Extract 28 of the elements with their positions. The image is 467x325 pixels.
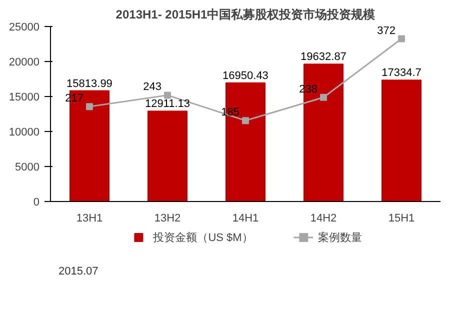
point [86,103,93,110]
x-tick-label: 13H1 [76,212,103,224]
x-tick-label: 15H1 [388,212,415,224]
text: 2015.07 [58,266,98,278]
data-label: 15813.99 [66,78,112,90]
legend-label: 投资金额（US $M） [153,230,253,244]
bar [148,110,188,202]
data-label: 243 [143,81,162,94]
point [398,35,405,42]
x-tick-label: 14H2 [310,212,337,224]
bar [382,80,422,202]
x-tick-label: 14H1 [232,212,259,224]
data-label: 19632.87 [300,51,346,64]
point [164,92,171,99]
point [242,117,249,124]
point [320,94,327,101]
legend-label: 案例数量 [318,230,362,244]
data-label: 17334.7 [382,67,422,80]
y-tick-label: 5000 [15,162,40,174]
y-tick-label: 20000 [8,56,40,68]
chart-title: 2013H1- 2015H1中国私募股权投资市场投资规模 [116,8,376,22]
y-tick-label: 15000 [8,92,40,104]
x-tick-label: 13H2 [154,212,181,224]
data-label: 12911.13 [144,98,190,110]
y-tick-label: 25000 [8,22,40,34]
y-tick-label: 10000 [8,126,40,138]
y-tick-label: 0 [33,196,40,208]
data-label: 16950.43 [222,70,268,82]
